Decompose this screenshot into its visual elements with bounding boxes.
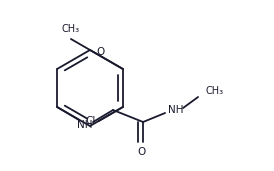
Text: O: O: [137, 147, 145, 157]
Text: Cl: Cl: [85, 116, 96, 126]
Text: NH: NH: [77, 120, 93, 130]
Text: CH₃: CH₃: [205, 86, 223, 96]
Text: CH₃: CH₃: [62, 24, 80, 34]
Text: NH: NH: [168, 105, 184, 115]
Text: O: O: [96, 47, 104, 57]
